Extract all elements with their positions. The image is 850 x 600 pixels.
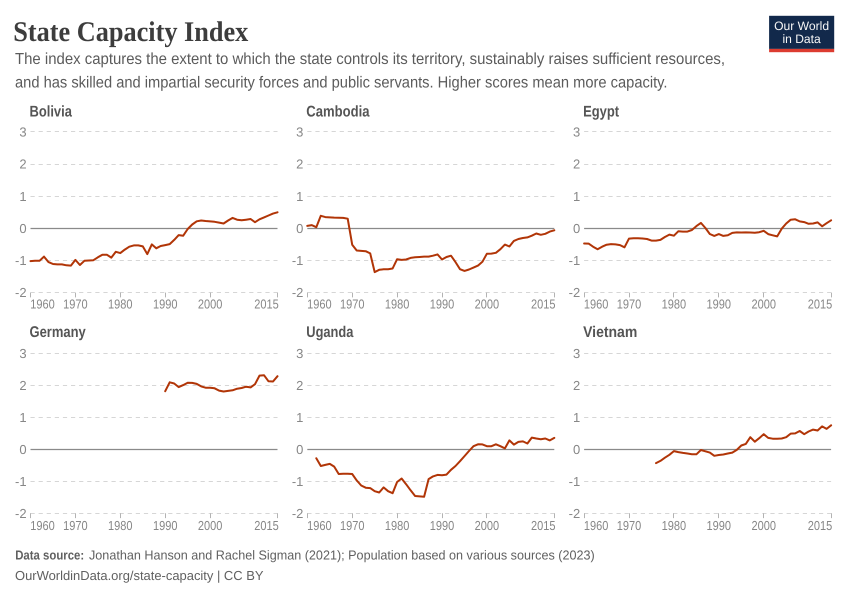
svg-text:2: 2 bbox=[296, 157, 303, 172]
svg-text:Vietnam: Vietnam bbox=[583, 324, 637, 341]
svg-text:0: 0 bbox=[296, 442, 303, 457]
svg-text:2000: 2000 bbox=[475, 297, 500, 312]
svg-text:1980: 1980 bbox=[385, 518, 410, 533]
svg-text:1970: 1970 bbox=[63, 297, 88, 312]
svg-text:1970: 1970 bbox=[340, 518, 365, 533]
svg-text:2015: 2015 bbox=[254, 297, 279, 312]
svg-text:1: 1 bbox=[296, 189, 303, 204]
svg-text:1980: 1980 bbox=[108, 518, 133, 533]
svg-text:3: 3 bbox=[19, 125, 26, 140]
svg-text:2: 2 bbox=[573, 378, 580, 393]
svg-text:1980: 1980 bbox=[108, 297, 133, 312]
svg-text:1970: 1970 bbox=[340, 297, 365, 312]
svg-text:2: 2 bbox=[573, 157, 580, 172]
svg-text:3: 3 bbox=[296, 346, 303, 361]
svg-text:0: 0 bbox=[573, 442, 580, 457]
svg-text:1980: 1980 bbox=[662, 297, 687, 312]
svg-text:2015: 2015 bbox=[808, 297, 833, 312]
svg-text:3: 3 bbox=[296, 125, 303, 140]
svg-text:1960: 1960 bbox=[307, 518, 332, 533]
svg-text:1: 1 bbox=[573, 189, 580, 204]
svg-text:2000: 2000 bbox=[198, 518, 223, 533]
svg-text:2: 2 bbox=[19, 378, 26, 393]
svg-text:1990: 1990 bbox=[430, 518, 455, 533]
svg-text:The index captures the extent: The index captures the extent to which t… bbox=[15, 51, 725, 68]
svg-text:1990: 1990 bbox=[430, 297, 455, 312]
svg-text:3: 3 bbox=[19, 346, 26, 361]
svg-text:State Capacity Index: State Capacity Index bbox=[13, 17, 249, 48]
svg-text:Egypt: Egypt bbox=[583, 103, 619, 120]
svg-text:2: 2 bbox=[296, 378, 303, 393]
svg-text:1970: 1970 bbox=[617, 297, 642, 312]
svg-text:Cambodia: Cambodia bbox=[306, 103, 370, 120]
svg-text:3: 3 bbox=[573, 346, 580, 361]
svg-text:-2: -2 bbox=[292, 285, 304, 300]
svg-text:1: 1 bbox=[19, 410, 26, 425]
svg-text:Uganda: Uganda bbox=[306, 324, 353, 341]
svg-text:1980: 1980 bbox=[385, 297, 410, 312]
svg-text:2015: 2015 bbox=[254, 518, 279, 533]
svg-text:Jonathan Hanson and Rachel Sig: Jonathan Hanson and Rachel Sigman (2021)… bbox=[89, 548, 595, 563]
svg-text:-1: -1 bbox=[15, 253, 27, 268]
svg-text:-2: -2 bbox=[292, 506, 304, 521]
svg-text:Our World: Our World bbox=[774, 19, 829, 33]
svg-text:3: 3 bbox=[573, 125, 580, 140]
svg-text:1980: 1980 bbox=[662, 518, 687, 533]
svg-text:1960: 1960 bbox=[30, 297, 55, 312]
svg-text:Germany: Germany bbox=[30, 324, 87, 341]
svg-text:and has skilled and impartial: and has skilled and impartial security f… bbox=[15, 74, 668, 91]
svg-text:1960: 1960 bbox=[584, 518, 609, 533]
svg-text:2015: 2015 bbox=[531, 518, 556, 533]
svg-text:2015: 2015 bbox=[531, 297, 556, 312]
svg-text:1990: 1990 bbox=[707, 518, 732, 533]
svg-text:-1: -1 bbox=[569, 474, 581, 489]
svg-text:1970: 1970 bbox=[63, 518, 88, 533]
svg-text:-1: -1 bbox=[15, 474, 27, 489]
svg-text:2000: 2000 bbox=[751, 297, 776, 312]
svg-text:0: 0 bbox=[19, 442, 26, 457]
svg-text:1960: 1960 bbox=[584, 297, 609, 312]
svg-text:1960: 1960 bbox=[307, 297, 332, 312]
svg-text:in Data: in Data bbox=[783, 32, 821, 46]
svg-text:2000: 2000 bbox=[751, 518, 776, 533]
svg-text:1990: 1990 bbox=[707, 297, 732, 312]
svg-text:1970: 1970 bbox=[617, 518, 642, 533]
svg-text:OurWorldinData.org/state-capac: OurWorldinData.org/state-capacity | CC B… bbox=[15, 568, 264, 583]
svg-text:-1: -1 bbox=[292, 474, 304, 489]
svg-text:2015: 2015 bbox=[808, 518, 833, 533]
svg-text:-1: -1 bbox=[292, 253, 304, 268]
svg-text:2000: 2000 bbox=[475, 518, 500, 533]
svg-text:1: 1 bbox=[296, 410, 303, 425]
svg-text:-2: -2 bbox=[15, 506, 27, 521]
svg-text:1: 1 bbox=[573, 410, 580, 425]
svg-text:0: 0 bbox=[296, 221, 303, 236]
svg-text:0: 0 bbox=[573, 221, 580, 236]
svg-text:Bolivia: Bolivia bbox=[30, 103, 73, 120]
svg-text:2: 2 bbox=[19, 157, 26, 172]
svg-text:-2: -2 bbox=[15, 285, 27, 300]
svg-text:1960: 1960 bbox=[30, 518, 55, 533]
svg-text:1990: 1990 bbox=[153, 518, 178, 533]
svg-text:-2: -2 bbox=[569, 285, 581, 300]
svg-text:-2: -2 bbox=[569, 506, 581, 521]
svg-text:1: 1 bbox=[19, 189, 26, 204]
svg-text:Data source:: Data source: bbox=[15, 548, 84, 563]
svg-text:0: 0 bbox=[19, 221, 26, 236]
svg-text:1990: 1990 bbox=[153, 297, 178, 312]
svg-text:-1: -1 bbox=[569, 253, 581, 268]
svg-text:2000: 2000 bbox=[198, 297, 223, 312]
